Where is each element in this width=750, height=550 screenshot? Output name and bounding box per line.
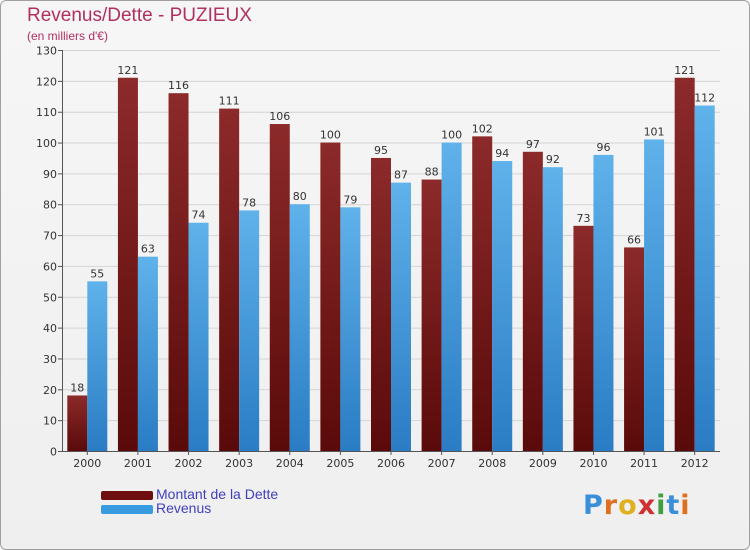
bar-revenus xyxy=(188,222,209,451)
bar-dette xyxy=(522,151,543,452)
logo-letter: o xyxy=(618,490,638,521)
logo-letter: x xyxy=(637,490,657,521)
value-labels: 18 55 121 63 116 74 111 78 106 80 100 79 95 87 88 100 10… xyxy=(70,64,715,395)
x-tick-label: 2010 xyxy=(579,457,607,470)
y-tick-label: 20 xyxy=(43,384,57,397)
bar-dette xyxy=(269,124,290,452)
bar-dette xyxy=(624,247,645,451)
bar-dette-value-label: 66 xyxy=(627,233,641,246)
bar-revenus xyxy=(239,210,260,451)
y-tick-label: 10 xyxy=(43,415,57,428)
y-tick-label: 70 xyxy=(43,230,57,243)
bar-dette-value-label: 106 xyxy=(269,110,290,123)
bar-dette xyxy=(472,136,493,451)
bars xyxy=(67,77,715,452)
legend-swatch-revenus xyxy=(101,505,153,514)
x-tick-label: 2011 xyxy=(630,457,658,470)
bar-revenus-value-label: 94 xyxy=(495,147,509,160)
bar-dette xyxy=(320,142,341,452)
bar-revenus-value-label: 96 xyxy=(596,141,610,154)
bar-dette xyxy=(674,77,695,451)
legend-swatch-dette xyxy=(101,491,153,500)
bar-revenus xyxy=(593,154,614,451)
y-tick-label: 30 xyxy=(43,353,57,366)
x-tick-label: 2006 xyxy=(377,457,405,470)
bar-dette-value-label: 116 xyxy=(168,79,189,92)
bar-dette xyxy=(219,108,240,451)
y-tick-label: 60 xyxy=(43,260,57,273)
axes: 0 10 20 30 40 50 60 70 80 90 100 110 120 130 2000 2001 2… xyxy=(36,45,720,470)
y-tick-label: 130 xyxy=(36,45,57,58)
bar-dette-value-label: 111 xyxy=(219,95,240,108)
logo-letter: r xyxy=(603,490,619,521)
bar-revenus xyxy=(391,182,411,451)
x-tick-label: 2001 xyxy=(124,457,152,470)
bar-dette xyxy=(421,179,442,452)
logo-letter: t xyxy=(666,490,681,521)
bar-dette-value-label: 121 xyxy=(117,64,138,77)
bar-revenus-value-label: 101 xyxy=(644,125,665,138)
bar-dette xyxy=(573,225,594,451)
bar-revenus-value-label: 79 xyxy=(343,193,357,206)
chart-subtitle: (en milliers d'€) xyxy=(27,29,108,43)
y-tick-label: 0 xyxy=(50,446,57,459)
bar-revenus-value-label: 100 xyxy=(441,129,462,142)
bar-revenus-value-label: 112 xyxy=(694,92,715,105)
bar-dette xyxy=(168,93,189,451)
y-tick-label: 80 xyxy=(43,199,57,212)
bar-dette xyxy=(371,157,391,451)
bar-revenus xyxy=(542,167,563,451)
x-tick-label: 2009 xyxy=(529,457,557,470)
logo-letter: i xyxy=(656,490,667,521)
bar-dette xyxy=(117,77,138,451)
bar-revenus-value-label: 87 xyxy=(394,169,408,182)
x-tick-label: 2012 xyxy=(681,457,709,470)
x-tick-label: 2002 xyxy=(175,457,203,470)
bar-revenus-value-label: 78 xyxy=(242,196,256,209)
y-tick-label: 100 xyxy=(36,137,57,150)
bar-dette-value-label: 97 xyxy=(526,138,540,151)
chart-title: Revenus/Dette - PUZIEUX xyxy=(27,5,252,26)
bar-dette-value-label: 95 xyxy=(374,144,388,157)
bar-revenus xyxy=(340,207,361,451)
y-tick-label: 50 xyxy=(43,291,57,304)
bar-revenus-value-label: 74 xyxy=(192,209,206,222)
x-tick-label: 2000 xyxy=(73,457,101,470)
proxiti-logo: Proxiti xyxy=(583,490,691,521)
bar-revenus xyxy=(694,105,715,452)
bar-revenus xyxy=(137,256,158,451)
legend-label-revenus: Revenus xyxy=(156,500,212,516)
bar-revenus-value-label: 55 xyxy=(90,267,104,280)
x-tick-label: 2004 xyxy=(276,457,304,470)
bar-revenus xyxy=(87,281,108,451)
bar-revenus xyxy=(289,204,310,451)
bar-dette-value-label: 88 xyxy=(425,166,439,179)
logo-letter: i xyxy=(680,490,691,521)
bar-dette-value-label: 18 xyxy=(70,381,84,394)
x-tick-label: 2003 xyxy=(225,457,253,470)
x-tick-label: 2008 xyxy=(478,457,506,470)
bar-revenus-value-label: 80 xyxy=(293,190,307,203)
bar-revenus xyxy=(644,139,665,451)
bar-dette xyxy=(67,395,88,451)
x-tick-label: 2007 xyxy=(428,457,456,470)
bar-dette-value-label: 121 xyxy=(674,64,695,77)
y-tick-label: 110 xyxy=(36,106,57,119)
y-tick-label: 40 xyxy=(43,322,57,335)
bar-dette-value-label: 100 xyxy=(320,129,341,142)
bar-dette-value-label: 102 xyxy=(472,122,493,135)
y-tick-label: 90 xyxy=(43,168,57,181)
bar-revenus xyxy=(441,142,462,452)
logo-letter: P xyxy=(583,490,604,521)
bar-revenus-value-label: 63 xyxy=(141,243,155,256)
legend-label-dette: Montant de la Dette xyxy=(156,486,279,502)
bar-revenus-value-label: 92 xyxy=(546,153,560,166)
bar-dette-value-label: 73 xyxy=(576,212,590,225)
bar-revenus xyxy=(492,161,513,452)
x-tick-label: 2005 xyxy=(326,457,354,470)
y-tick-label: 120 xyxy=(36,75,57,88)
